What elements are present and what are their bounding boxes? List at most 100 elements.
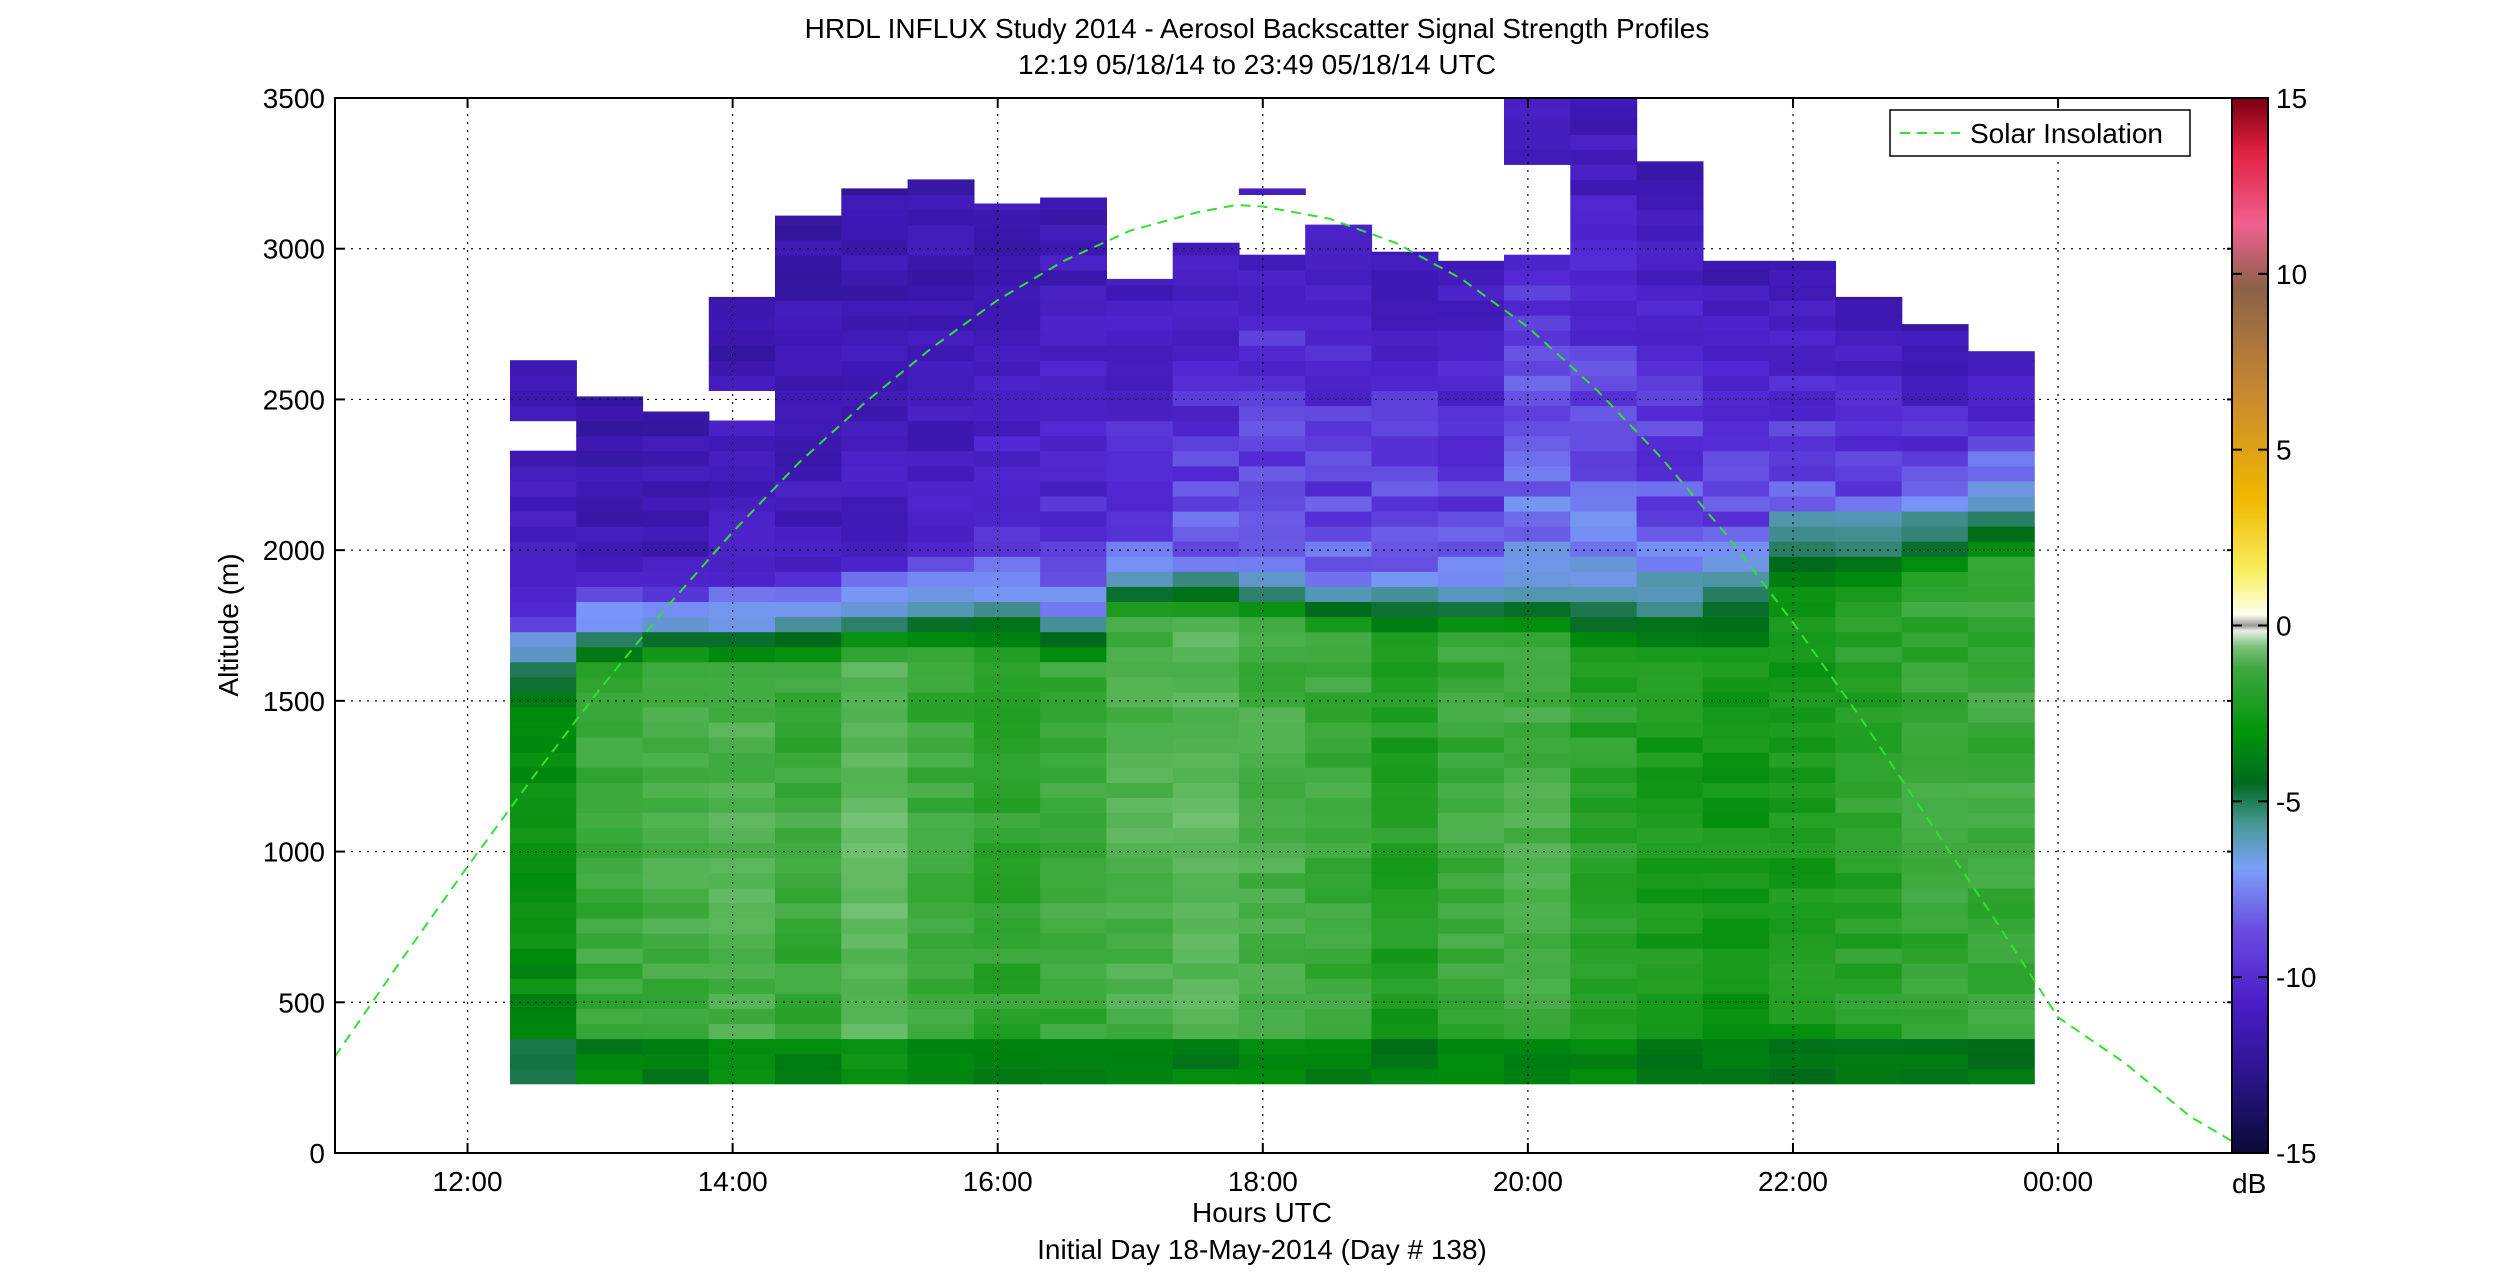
heatmap-cell: [775, 480, 842, 497]
heatmap-cell: [1901, 676, 1969, 693]
heatmap-cell: [1901, 933, 1969, 949]
legend-entry-solar: Solar Insolation: [1970, 118, 2163, 149]
heatmap-cell: [510, 556, 577, 572]
heatmap-cell: [1437, 300, 1505, 316]
heatmap-cell: [1636, 1008, 1704, 1024]
heatmap-cell: [1106, 1023, 1174, 1040]
heatmap-cell: [1702, 676, 1770, 693]
heatmap-cell: [1238, 706, 1306, 723]
heatmap-cell: [1371, 887, 1439, 904]
heatmap-cell: [642, 706, 710, 723]
heatmap-cell: [1040, 541, 1107, 557]
heatmap-cell: [907, 420, 975, 437]
heatmap-cell: [973, 209, 1041, 226]
heatmap-cell: [1835, 737, 1903, 753]
heatmap-cell: [1238, 269, 1306, 286]
heatmap-cell: [1835, 646, 1903, 663]
heatmap-cell: [576, 737, 644, 753]
heatmap-cell: [1901, 978, 1969, 994]
heatmap-cell: [1371, 993, 1439, 1009]
heatmap-cell: [1305, 224, 1373, 241]
heatmap-cell: [1702, 812, 1770, 829]
heatmap-cell: [1040, 767, 1107, 783]
heatmap-cell: [1040, 887, 1107, 904]
heatmap-cell: [1835, 300, 1903, 316]
heatmap-cell: [775, 1068, 842, 1085]
heatmap-cell: [1172, 722, 1240, 738]
heatmap-cell: [510, 1068, 577, 1085]
heatmap-cell: [775, 767, 842, 783]
heatmap-cell: [1636, 842, 1704, 859]
heatmap-cell: [1901, 1053, 1969, 1070]
heatmap-cell: [1504, 706, 1571, 723]
heatmap-cell: [1967, 435, 2035, 452]
heatmap-cell: [1901, 691, 1969, 708]
heatmap-cell: [1371, 450, 1439, 467]
heatmap-cell: [841, 571, 909, 587]
heatmap-cell: [1305, 345, 1373, 361]
heatmap-cell: [1305, 842, 1373, 859]
heatmap-cell: [1040, 330, 1107, 346]
heatmap-cell: [1769, 646, 1836, 663]
heatmap-cell: [1570, 812, 1638, 829]
heatmap-cell: [1371, 251, 1439, 256]
heatmap-cell: [1769, 541, 1836, 557]
heatmap-cell: [973, 450, 1041, 467]
heatmap-cell: [642, 963, 710, 979]
heatmap-cell: [1238, 616, 1306, 633]
heatmap-cell: [1371, 857, 1439, 874]
heatmap-cell: [1636, 1053, 1704, 1070]
heatmap-cell: [708, 435, 776, 452]
heatmap-cell: [1702, 993, 1770, 1009]
heatmap-cell: [1570, 661, 1638, 678]
heatmap-cell: [1835, 963, 1903, 979]
heatmap-cell: [1106, 556, 1174, 572]
heatmap-cell: [1305, 661, 1373, 678]
heatmap-cell: [642, 571, 710, 587]
heatmap-cell: [1437, 526, 1505, 542]
heatmap-cell: [1769, 315, 1836, 331]
heatmap-cell: [642, 661, 710, 678]
heatmap-cell: [841, 797, 909, 813]
heatmap-cell: [1636, 284, 1704, 301]
heatmap-cell: [1967, 782, 2035, 798]
heatmap-cell: [1238, 963, 1306, 979]
heatmap-cell: [973, 405, 1041, 422]
heatmap-cell: [1437, 269, 1505, 286]
heatmap-cell: [1172, 360, 1240, 376]
heatmap-cell: [1040, 661, 1107, 678]
heatmap-cell: [907, 842, 975, 859]
heatmap-cell: [708, 526, 776, 542]
heatmap-cell: [1106, 360, 1174, 376]
heatmap-cell: [1371, 691, 1439, 708]
heatmap-cell: [907, 375, 975, 391]
heatmap-cell: [576, 495, 644, 512]
heatmap-cell: [1504, 646, 1571, 663]
heatmap-cell: [1437, 345, 1505, 361]
heatmap-cell: [642, 631, 710, 648]
heatmap-cell: [1702, 300, 1770, 316]
heatmap-cell: [1504, 631, 1571, 648]
heatmap-cell: [708, 661, 776, 678]
heatmap-cell: [1702, 1008, 1770, 1024]
heatmap-cell: [1769, 1053, 1836, 1070]
heatmap-cell: [1702, 330, 1770, 346]
heatmap-cell: [1967, 375, 2035, 391]
heatmap-cell: [1172, 752, 1240, 768]
heatmap-cell: [907, 1068, 975, 1085]
heatmap-cell: [1967, 1068, 2035, 1085]
heatmap-cell: [1371, 1038, 1439, 1055]
heatmap-cell: [1835, 1008, 1903, 1024]
heatmap-cell: [1702, 345, 1770, 361]
heatmap-cell: [1504, 420, 1571, 437]
heatmap-cell: [1636, 1068, 1704, 1085]
heatmap-cell: [1835, 360, 1903, 376]
heatmap-cell: [1371, 933, 1439, 949]
heatmap-cell: [1106, 1068, 1174, 1085]
heatmap-cell: [1305, 978, 1373, 994]
heatmap-cell: [1305, 571, 1373, 587]
heatmap-cell: [708, 782, 776, 798]
heatmap-cell: [510, 1023, 577, 1040]
heatmap-cell: [1305, 902, 1373, 919]
heatmap-cell: [576, 420, 644, 437]
